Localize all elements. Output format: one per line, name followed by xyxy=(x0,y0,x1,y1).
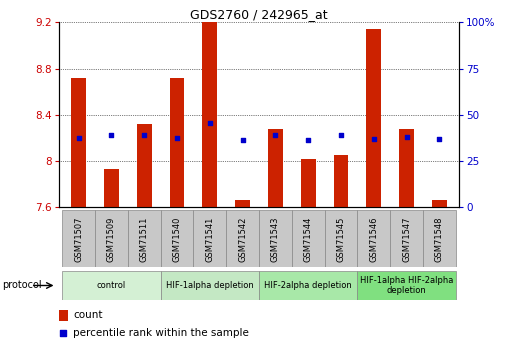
FancyBboxPatch shape xyxy=(358,271,456,300)
Text: GSM71507: GSM71507 xyxy=(74,216,83,262)
Bar xyxy=(235,200,250,207)
Text: GSM71543: GSM71543 xyxy=(271,216,280,262)
Point xyxy=(403,134,411,139)
FancyBboxPatch shape xyxy=(325,210,358,267)
FancyBboxPatch shape xyxy=(128,210,161,267)
Bar xyxy=(366,29,381,207)
Text: count: count xyxy=(73,310,103,320)
Bar xyxy=(399,129,414,207)
Bar xyxy=(59,310,68,321)
FancyBboxPatch shape xyxy=(161,210,193,267)
Text: GSM71542: GSM71542 xyxy=(238,216,247,262)
Bar xyxy=(170,78,185,207)
Text: percentile rank within the sample: percentile rank within the sample xyxy=(73,328,249,338)
Point xyxy=(206,120,214,126)
Point xyxy=(173,135,181,140)
Point xyxy=(140,133,148,138)
FancyBboxPatch shape xyxy=(161,271,259,300)
Bar xyxy=(301,159,315,207)
Text: GSM71545: GSM71545 xyxy=(337,216,346,262)
Bar xyxy=(203,22,217,207)
Point xyxy=(436,136,444,142)
Point xyxy=(60,330,68,336)
Bar xyxy=(432,200,447,207)
FancyBboxPatch shape xyxy=(62,210,95,267)
Text: GSM71509: GSM71509 xyxy=(107,216,116,262)
Bar xyxy=(104,169,119,207)
FancyBboxPatch shape xyxy=(390,210,423,267)
Text: HIF-2alpha depletion: HIF-2alpha depletion xyxy=(264,281,352,290)
Point xyxy=(370,136,378,142)
FancyBboxPatch shape xyxy=(259,210,292,267)
Point xyxy=(107,133,115,138)
Text: HIF-1alpha depletion: HIF-1alpha depletion xyxy=(166,281,254,290)
Text: GSM71541: GSM71541 xyxy=(205,216,214,262)
FancyBboxPatch shape xyxy=(226,210,259,267)
Bar xyxy=(71,78,86,207)
FancyBboxPatch shape xyxy=(62,271,161,300)
Text: GSM71548: GSM71548 xyxy=(435,216,444,262)
Point xyxy=(304,137,312,143)
Text: HIF-1alpha HIF-2alpha
depletion: HIF-1alpha HIF-2alpha depletion xyxy=(360,276,453,295)
Text: GSM71540: GSM71540 xyxy=(172,216,182,262)
Text: control: control xyxy=(97,281,126,290)
Point xyxy=(271,133,280,138)
Point xyxy=(74,135,83,140)
Bar xyxy=(268,129,283,207)
Title: GDS2760 / 242965_at: GDS2760 / 242965_at xyxy=(190,8,328,21)
Bar xyxy=(333,155,348,207)
Bar xyxy=(137,124,152,207)
Text: GSM71511: GSM71511 xyxy=(140,216,149,262)
Point xyxy=(337,133,345,138)
FancyBboxPatch shape xyxy=(292,210,325,267)
FancyBboxPatch shape xyxy=(423,210,456,267)
FancyBboxPatch shape xyxy=(259,271,358,300)
Text: protocol: protocol xyxy=(3,280,42,290)
Text: GSM71547: GSM71547 xyxy=(402,216,411,262)
FancyBboxPatch shape xyxy=(358,210,390,267)
FancyBboxPatch shape xyxy=(95,210,128,267)
Text: GSM71546: GSM71546 xyxy=(369,216,379,262)
Point xyxy=(239,137,247,143)
FancyBboxPatch shape xyxy=(193,210,226,267)
Text: GSM71544: GSM71544 xyxy=(304,216,313,262)
